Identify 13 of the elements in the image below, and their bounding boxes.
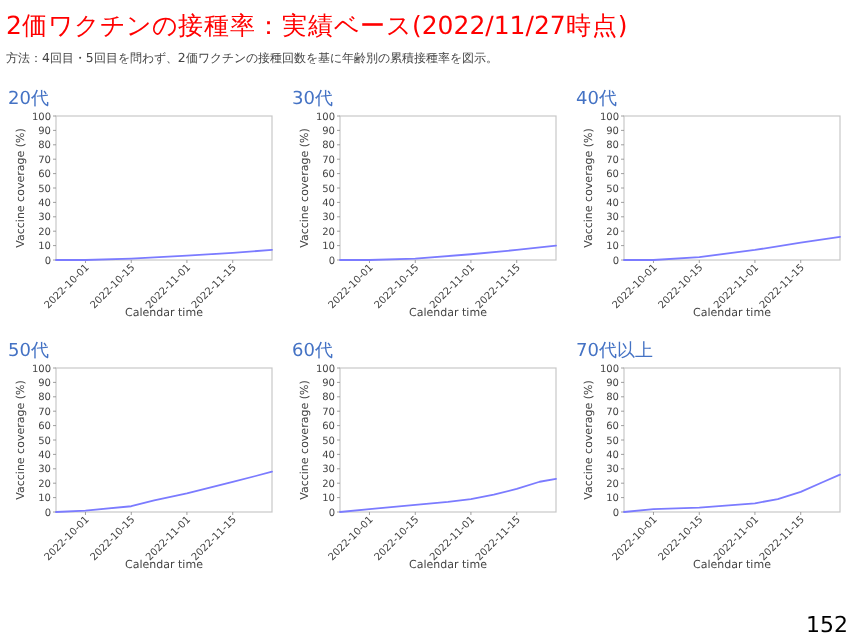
chart-title: 40代 bbox=[576, 88, 617, 110]
chart-title: 50代 bbox=[8, 340, 49, 362]
line-series bbox=[623, 473, 841, 513]
line-series bbox=[339, 477, 557, 513]
chart-title: 70代以上 bbox=[576, 340, 653, 362]
chart-title: 30代 bbox=[292, 88, 333, 110]
line-series bbox=[55, 470, 273, 513]
text: 152 bbox=[806, 612, 848, 638]
line-series bbox=[339, 244, 557, 261]
line-series bbox=[623, 236, 841, 261]
text: 2価ワクチンの接種率：実績ベース(2022/11/27時点) bbox=[6, 10, 628, 40]
chart-title: 60代 bbox=[292, 340, 333, 362]
chart-title: 20代 bbox=[8, 88, 49, 110]
